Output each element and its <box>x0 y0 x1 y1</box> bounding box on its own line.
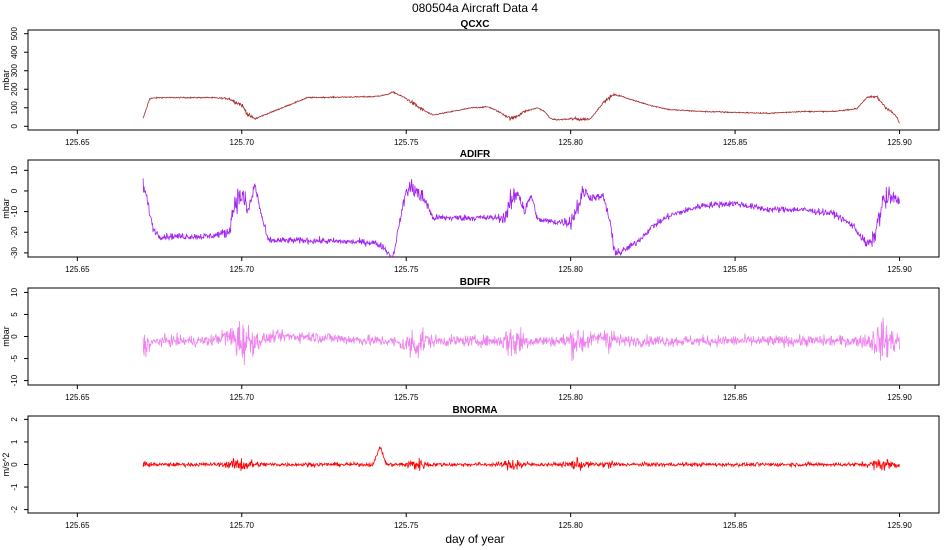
y-axis-label: mbar <box>1 198 11 219</box>
y-tick-label: 2 <box>10 417 19 422</box>
x-axis-label: day of year <box>445 532 504 546</box>
x-tick-label: 125.70 <box>230 138 255 147</box>
plot-frame <box>27 29 940 131</box>
x-tick-label: 125.80 <box>558 521 583 530</box>
panel-qcxc: QCXC mbar 0 100 200 300 400 500 125.65 125.70 125.… <box>1 19 940 147</box>
x-tick-label: 125.70 <box>230 393 255 402</box>
x-tick-label: 125.90 <box>887 393 912 402</box>
series-line <box>142 445 900 472</box>
panel-adifr: ADIFR mbar -30 -20 -10 0 10 125.65 125.70 125.75 1… <box>1 149 940 274</box>
x-tick-label: 125.90 <box>887 521 912 530</box>
panel-bnorma: BNORMA m/s^2 -2 -1 0 1 2 125.65 125.70 125.75 125.… <box>1 405 940 530</box>
x-tick-label: 125.90 <box>887 265 912 274</box>
x-tick-label: 125.70 <box>230 265 255 274</box>
y-tick-label: 200 <box>10 82 19 96</box>
figure-title: 080504a Aircraft Data 4 <box>412 1 538 15</box>
y-axis-label: m/s^2 <box>1 453 11 477</box>
y-axis-label: mbar <box>1 70 11 91</box>
y-tick-label: 500 <box>10 26 19 40</box>
x-tick-label: 125.75 <box>394 265 419 274</box>
x-tick-label: 125.65 <box>65 393 90 402</box>
x-tick-label: 125.80 <box>558 265 583 274</box>
x-tick-label: 125.65 <box>65 138 90 147</box>
panel-title: QCXC <box>461 19 490 30</box>
plot-frame <box>27 159 940 258</box>
x-tick-label: 125.85 <box>723 521 748 530</box>
y-tick-label: -2 <box>10 506 19 514</box>
series-line <box>142 91 900 124</box>
x-tick-label: 125.65 <box>65 265 90 274</box>
x-tick-label: 125.65 <box>65 521 90 530</box>
series-line <box>142 317 900 366</box>
x-tick-label: 125.75 <box>394 138 419 147</box>
y-axis-label: mbar <box>1 326 11 347</box>
y-tick-label: -10 <box>10 374 19 386</box>
y-tick-label: 0 <box>10 124 19 129</box>
y-tick-label: 10 <box>10 165 19 174</box>
y-tick-label: 300 <box>10 64 19 78</box>
y-tick-label: -5 <box>10 354 19 362</box>
y-tick-label: 1 <box>10 439 19 444</box>
series-line <box>142 178 900 257</box>
y-tick-label: 5 <box>10 312 19 317</box>
panel-title: ADIFR <box>460 149 491 160</box>
x-tick-label: 125.85 <box>723 393 748 402</box>
x-tick-label: 125.85 <box>723 138 748 147</box>
x-tick-label: 125.80 <box>558 138 583 147</box>
x-tick-label: 125.90 <box>887 138 912 147</box>
y-tick-label: -10 <box>10 205 19 217</box>
panel-bdifr: BDIFR mbar -10 -5 0 5 10 125.65 125.70 125.75 125.… <box>1 277 940 402</box>
y-tick-label: 100 <box>10 101 19 115</box>
y-tick-label: -20 <box>10 226 19 238</box>
x-tick-label: 125.75 <box>394 393 419 402</box>
panel-title: BNORMA <box>453 405 498 416</box>
y-tick-label: -30 <box>10 247 19 259</box>
x-tick-label: 125.70 <box>230 521 255 530</box>
y-tick-label: 0 <box>10 188 19 193</box>
y-tick-label: 10 <box>10 287 19 296</box>
x-tick-label: 125.85 <box>723 265 748 274</box>
x-tick-label: 125.75 <box>394 521 419 530</box>
y-tick-label: -1 <box>10 483 19 491</box>
y-tick-label: 0 <box>10 334 19 339</box>
y-tick-label: 0 <box>10 462 19 467</box>
y-tick-label: 400 <box>10 45 19 59</box>
x-tick-label: 125.80 <box>558 393 583 402</box>
panel-title: BDIFR <box>460 277 491 288</box>
